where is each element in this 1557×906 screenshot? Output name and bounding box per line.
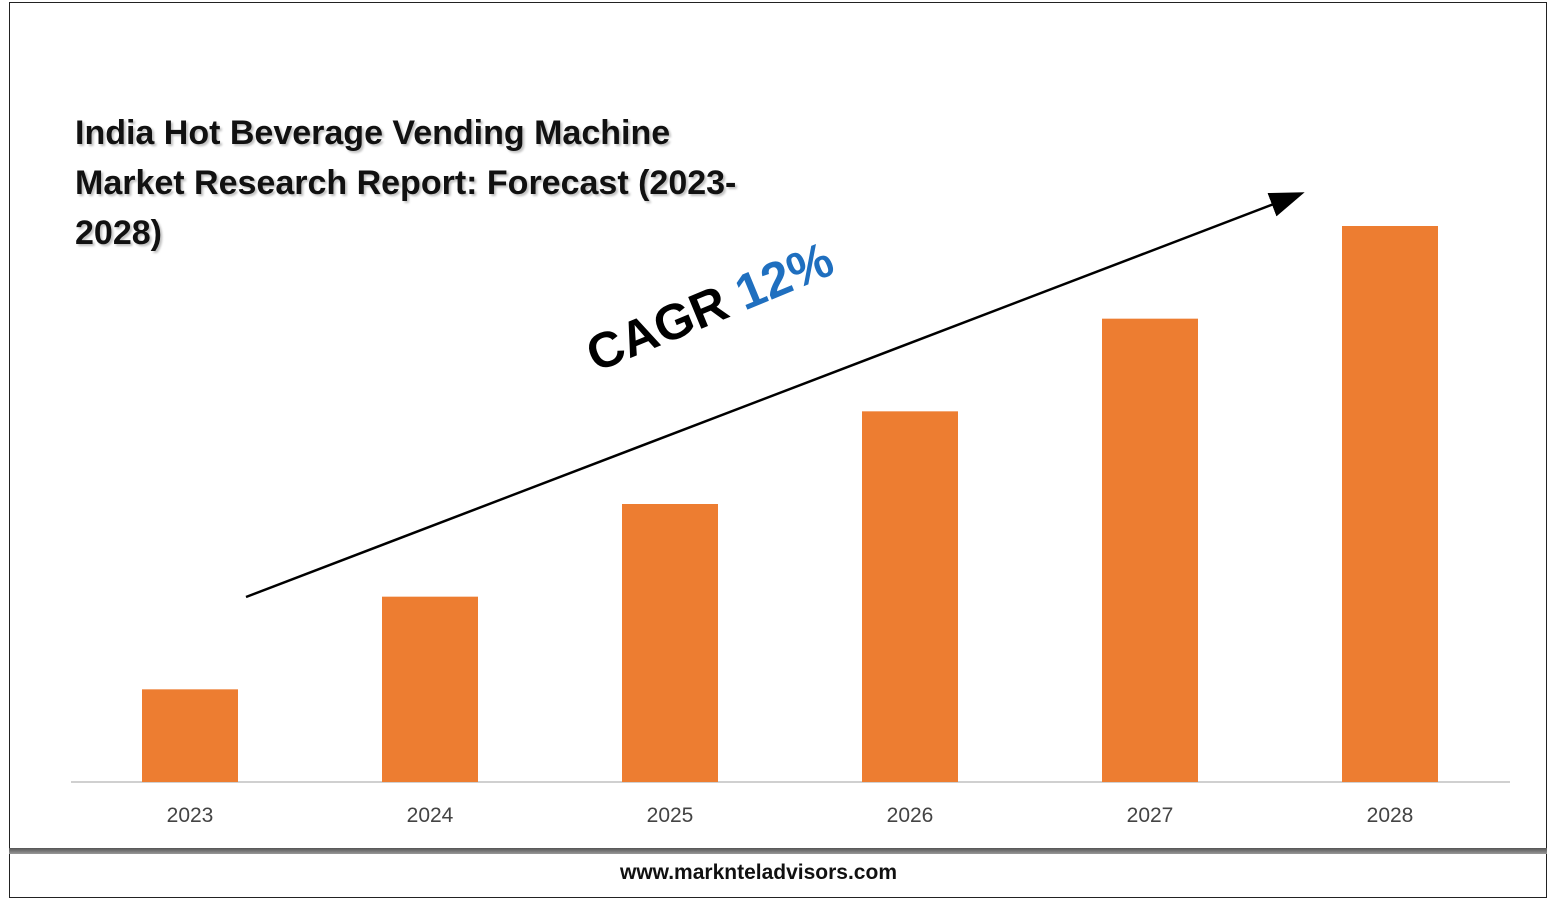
- bar-2023: [142, 689, 238, 782]
- footer-website: www.marknteladvisors.com: [620, 861, 897, 884]
- x-tick-label-2025: 2025: [647, 804, 694, 827]
- chart-title: India Hot Beverage Vending Machine Marke…: [75, 114, 737, 252]
- footer-divider: [9, 848, 1547, 854]
- bars-group: [142, 226, 1438, 782]
- x-tick-label-2023: 2023: [167, 804, 214, 827]
- x-tick-label-2027: 2027: [1127, 804, 1174, 827]
- bar-2026: [862, 411, 958, 782]
- x-tick-label-2028: 2028: [1367, 804, 1414, 827]
- trend-arrow: [245, 192, 1305, 599]
- chart-frame: [9, 2, 1547, 898]
- bar-2025: [622, 504, 718, 782]
- bar-2028: [1342, 226, 1438, 782]
- bar-2027: [1102, 318, 1198, 782]
- bar-2024: [382, 596, 478, 782]
- x-tick-label-2024: 2024: [407, 804, 454, 827]
- x-tick-labels: 2023 2024 2025 2026 2027 2028: [167, 804, 1414, 827]
- x-tick-label-2026: 2026: [887, 804, 934, 827]
